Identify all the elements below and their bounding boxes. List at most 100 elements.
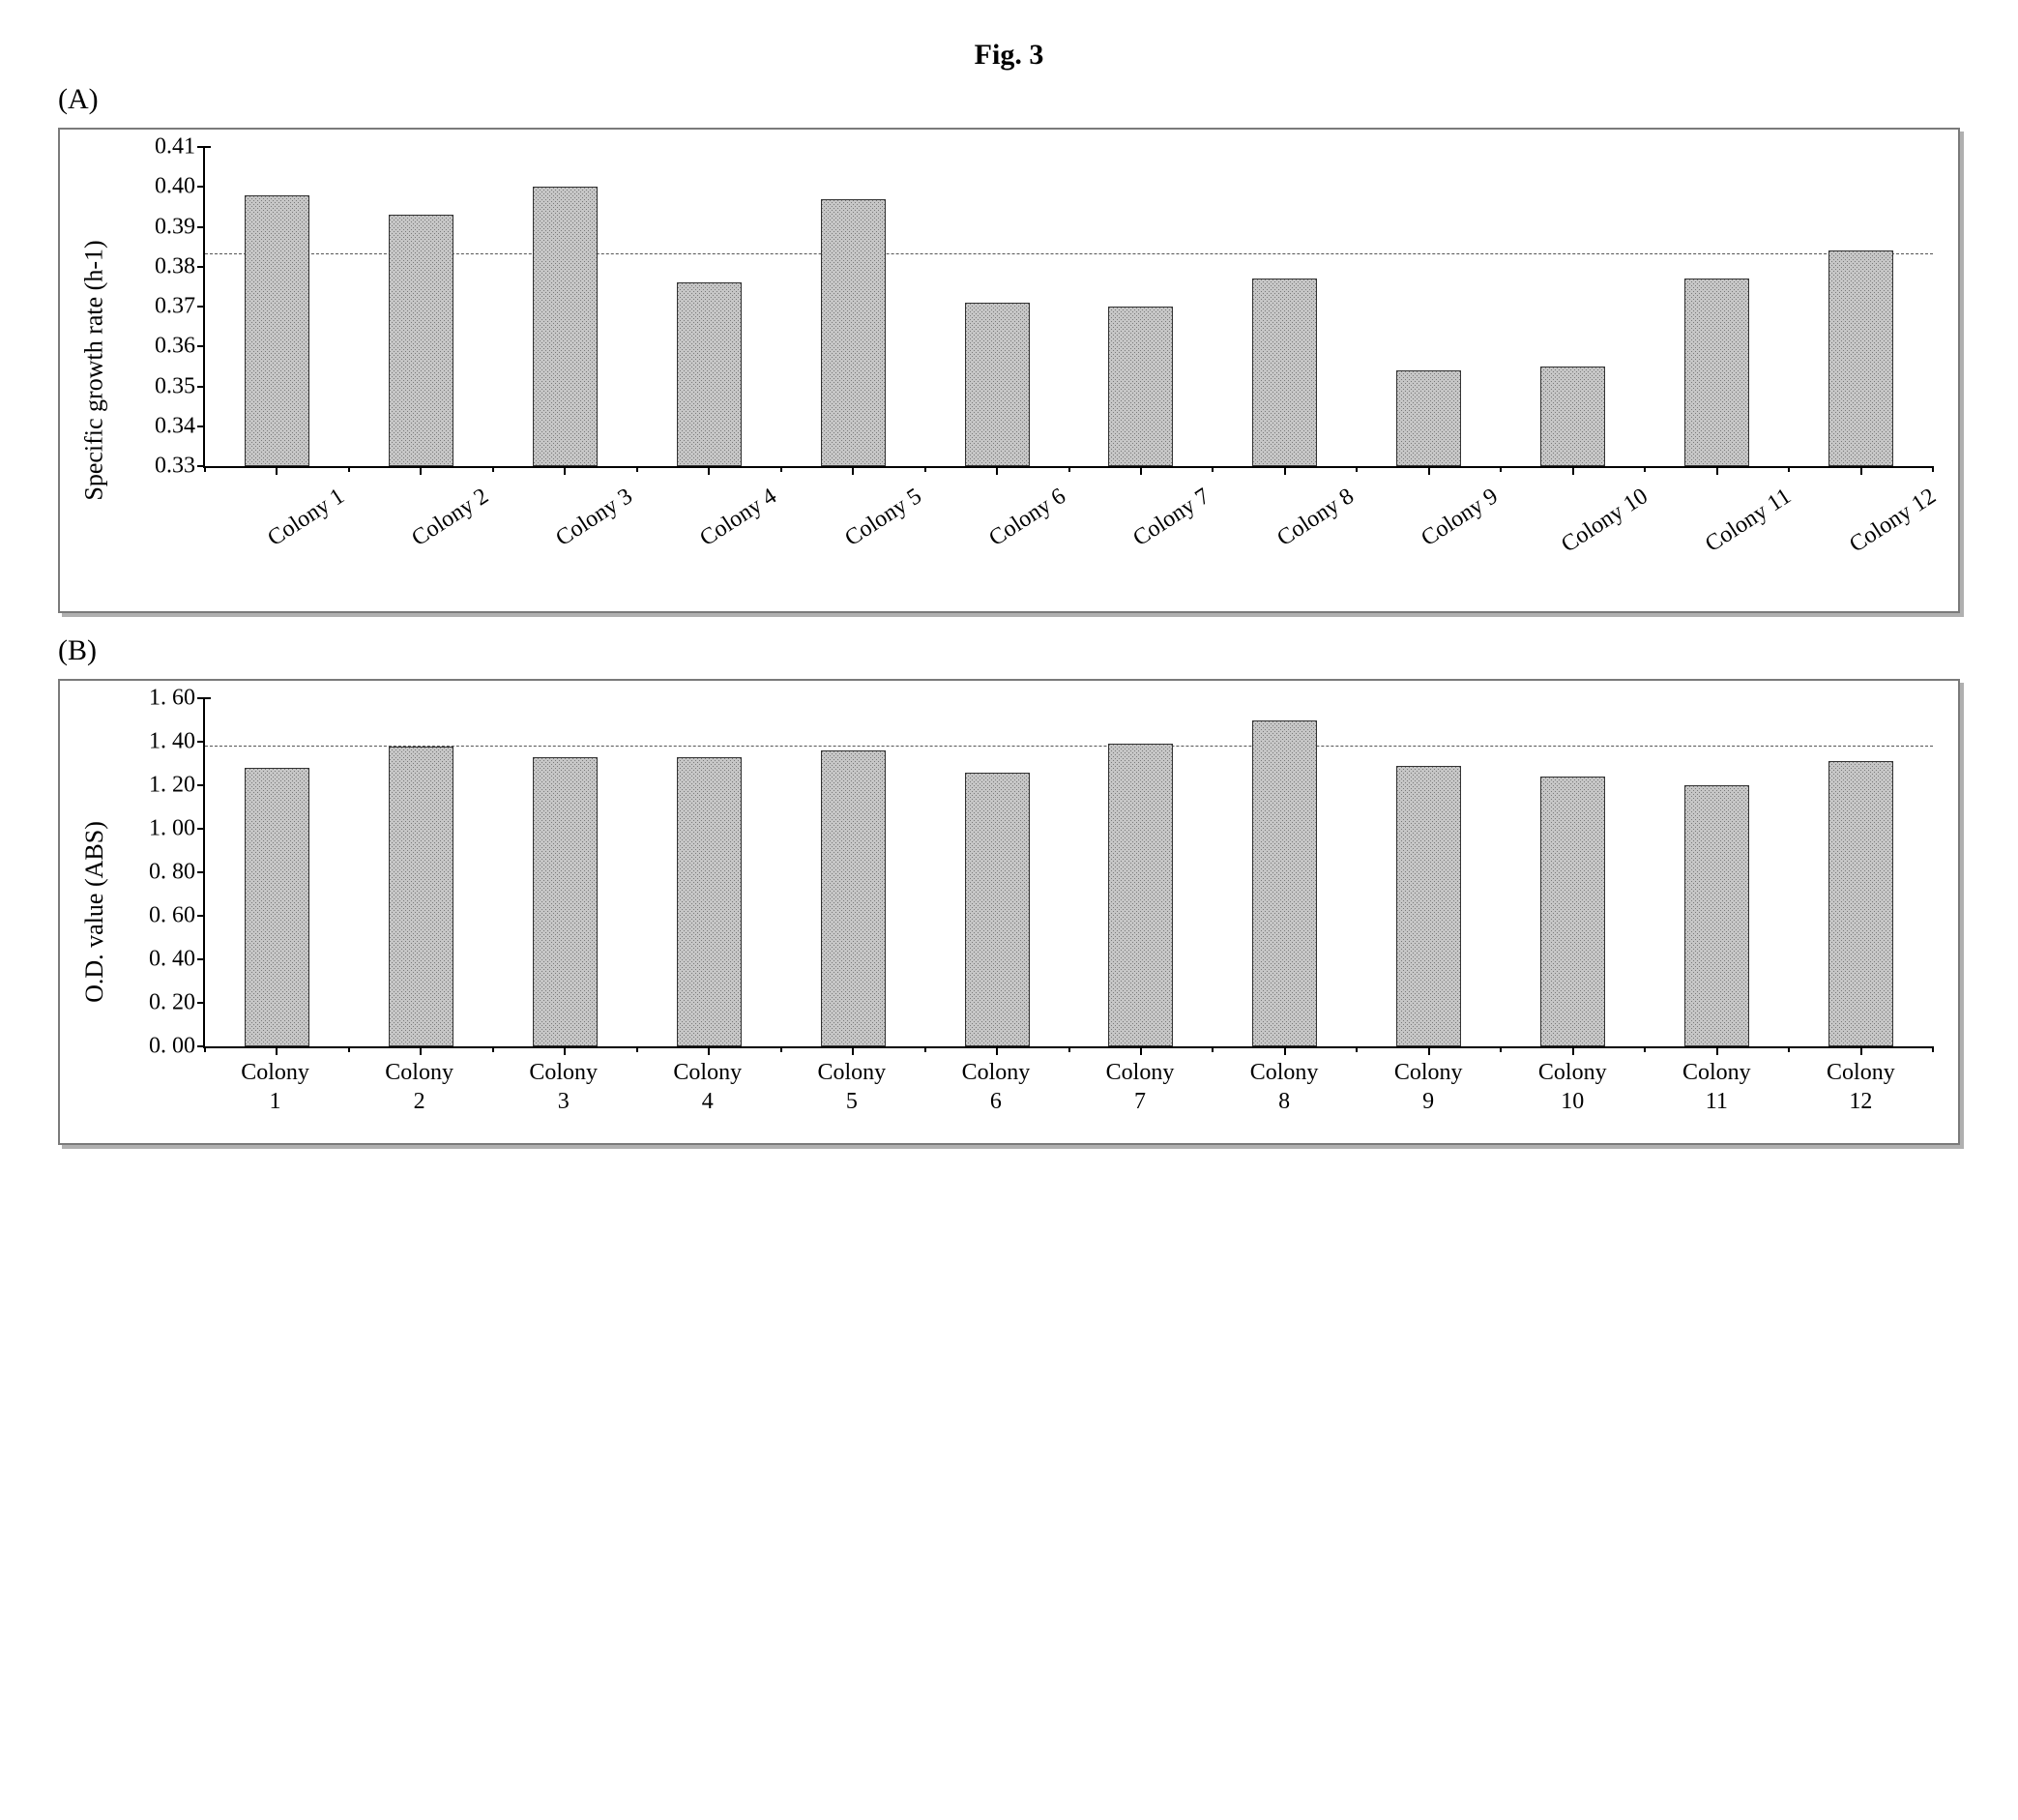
chart-b-frame: O.D. value (ABS)0. 000. 200. 400. 600. 8…	[58, 679, 1960, 1145]
chart-b-bar	[1540, 777, 1605, 1046]
ytick-label: 0. 20	[149, 990, 195, 1016]
chart-b-bar	[1828, 761, 1893, 1046]
plot-column: Colony1Colony2Colony3Colony4Colony5Colon…	[203, 698, 1933, 1126]
ytick-label: 0.36	[155, 334, 195, 360]
bars-row	[205, 147, 1933, 466]
x-axis-label-line: 9	[1394, 1087, 1463, 1116]
ytick-label: 0.34	[155, 413, 195, 439]
ytick-label: 0.39	[155, 214, 195, 240]
xlabel-slot: Colony11	[1645, 1048, 1789, 1126]
chart-b-bar	[533, 757, 598, 1046]
x-axis-label-line: Colony	[1538, 1058, 1607, 1087]
bar-slot	[781, 698, 925, 1046]
chart-b-bar	[821, 750, 886, 1046]
bar-slot	[1213, 698, 1357, 1046]
bar-slot	[637, 698, 781, 1046]
ylabel-wrap: Specific growth rate (h-1)	[77, 147, 112, 594]
xlabel-slot: Colony 5	[779, 468, 923, 594]
x-axis-label: Colony10	[1538, 1048, 1607, 1126]
xlabel-slot: Colony10	[1501, 1048, 1645, 1126]
x-axis-label-line: Colony	[1106, 1058, 1175, 1087]
chart-a-bar	[677, 282, 742, 466]
bar-slot	[1645, 147, 1789, 466]
xlabel-slot: Colony6	[923, 1048, 1067, 1126]
xlabel-slot: Colony 1	[203, 468, 347, 594]
yticks-column-wrap: 0.330.340.350.360.370.380.390.400.41	[112, 147, 203, 594]
chart-inner: Specific growth rate (h-1)0.330.340.350.…	[77, 147, 1933, 594]
xlabel-slot: Colony4	[635, 1048, 779, 1126]
plot-column: Colony 1Colony 2Colony 3Colony 4Colony 5…	[203, 147, 1933, 594]
xlabel-slot: Colony 8	[1213, 468, 1357, 594]
chart-inner: O.D. value (ABS)0. 000. 200. 400. 600. 8…	[77, 698, 1933, 1126]
x-axis-label-line: 5	[818, 1087, 887, 1116]
chart-a-bar	[1828, 250, 1893, 466]
bar-slot	[1357, 147, 1501, 466]
xlabel-slot: Colony 10	[1501, 468, 1645, 594]
xlabel-slot: Colony12	[1789, 1048, 1933, 1126]
yticks-column: 0. 000. 200. 400. 600. 801. 001. 201. 40…	[112, 698, 203, 1046]
chart-a-bar	[1252, 279, 1317, 466]
bar-slot	[349, 698, 493, 1046]
ytick-bottom-spacer	[112, 466, 203, 592]
xlabels-row: Colony1Colony2Colony3Colony4Colony5Colon…	[203, 1048, 1933, 1126]
xlabel-slot: Colony1	[203, 1048, 347, 1126]
x-axis-label-line: Colony	[1394, 1058, 1463, 1087]
chart-b-bar	[965, 773, 1030, 1047]
x-axis-label: Colony11	[1682, 1048, 1751, 1126]
ytick-label: 1. 00	[149, 816, 195, 842]
xlabel-slot: Colony 11	[1645, 468, 1789, 594]
x-axis-label: Colony8	[1250, 1048, 1319, 1126]
ylabel-wrap: O.D. value (ABS)	[77, 698, 112, 1126]
chart-b-bar	[245, 768, 309, 1046]
x-axis-label-line: 7	[1106, 1087, 1175, 1116]
bar-slot	[925, 698, 1069, 1046]
bar-slot	[925, 147, 1069, 466]
bar-slot	[349, 147, 493, 466]
x-axis-label: Colony6	[962, 1048, 1031, 1126]
xlabel-slot: Colony2	[347, 1048, 491, 1126]
xlabel-slot: Colony3	[491, 1048, 635, 1126]
x-axis-label: Colony2	[385, 1048, 453, 1126]
bar-slot	[1789, 147, 1933, 466]
xlabel-slot: Colony 3	[491, 468, 635, 594]
bar-slot	[1213, 147, 1357, 466]
ytick-label: 0.33	[155, 454, 195, 480]
x-axis-label: Colony 12	[1845, 484, 1995, 642]
ytick-label: 0. 40	[149, 947, 195, 973]
bar-slot	[1789, 698, 1933, 1046]
xlabels-row: Colony 1Colony 2Colony 3Colony 4Colony 5…	[203, 468, 1933, 594]
x-axis-label: Colony12	[1827, 1048, 1895, 1126]
chart-a-plot-area	[203, 147, 1933, 468]
x-axis-label-line: Colony	[1250, 1058, 1319, 1087]
bar-slot	[493, 147, 637, 466]
xlabel-slot: Colony9	[1357, 1048, 1501, 1126]
ytick-label: 0.41	[155, 134, 195, 161]
bars-row	[205, 698, 1933, 1046]
yticks-column: 0.330.340.350.360.370.380.390.400.41	[112, 147, 203, 466]
bar-slot	[205, 698, 349, 1046]
x-axis-label-line: 4	[673, 1087, 742, 1116]
xlabel-slot: Colony 9	[1357, 468, 1501, 594]
bar-slot	[1501, 698, 1645, 1046]
chart-a-bar	[245, 195, 309, 467]
x-axis-label-line: 1	[241, 1087, 309, 1116]
x-axis-label-line: 10	[1538, 1087, 1607, 1116]
chart-b-bar	[389, 747, 453, 1047]
ytick-label: 0. 60	[149, 903, 195, 929]
x-axis-label-line: 3	[529, 1087, 598, 1116]
ytick-label: 0. 00	[149, 1034, 195, 1060]
ytick-label: 1. 40	[149, 729, 195, 755]
chart-b-bar	[1108, 744, 1173, 1046]
chart-a-frame: Specific growth rate (h-1)0.330.340.350.…	[58, 128, 1960, 613]
ytick-label: 0.40	[155, 174, 195, 200]
bar-slot	[1645, 698, 1789, 1046]
bar-slot	[1069, 698, 1214, 1046]
chart-a-bar	[1684, 279, 1749, 466]
x-axis-label-line: Colony	[1682, 1058, 1751, 1087]
x-axis-label: Colony5	[818, 1048, 887, 1126]
x-axis-label: Colony4	[673, 1048, 742, 1126]
chart-a-bar	[533, 187, 598, 466]
x-axis-label-line: 6	[962, 1087, 1031, 1116]
xlabel-slot: Colony 7	[1067, 468, 1212, 594]
yticks-column-wrap: 0. 000. 200. 400. 600. 801. 001. 201. 40…	[112, 698, 203, 1126]
